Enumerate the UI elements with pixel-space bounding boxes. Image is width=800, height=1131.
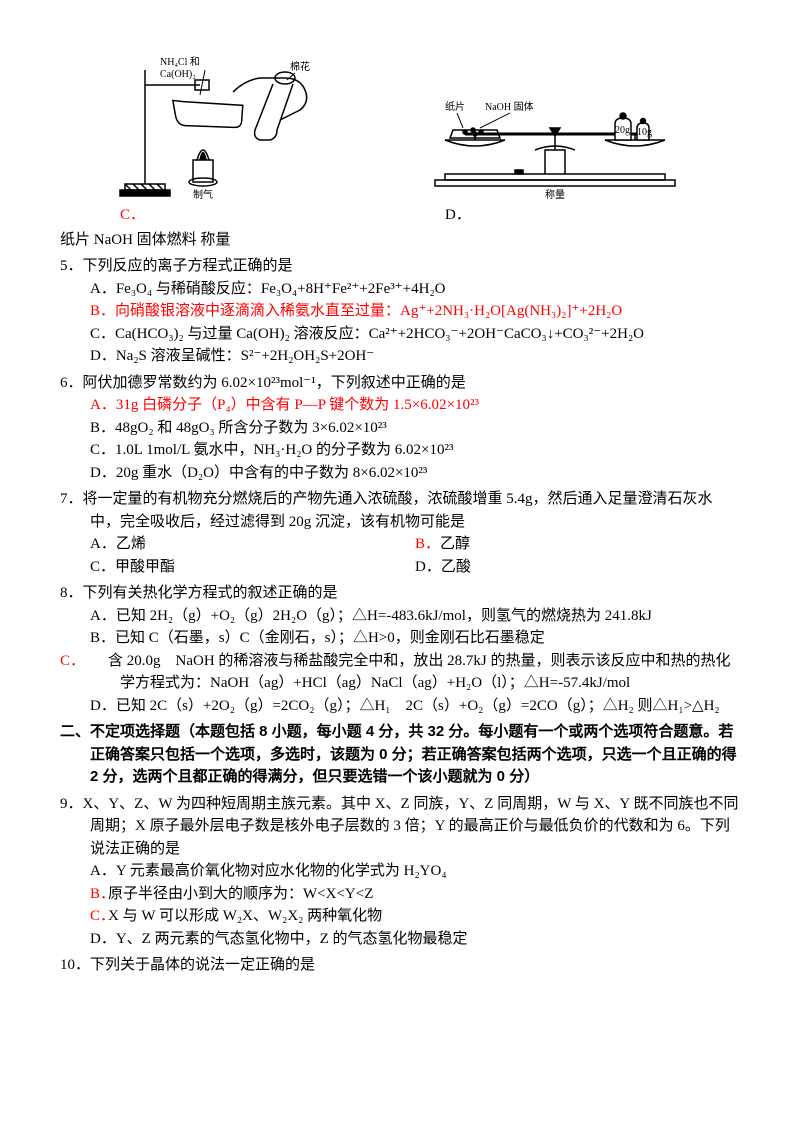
label-paper: 纸片 [445, 100, 465, 113]
question-8: 8．下列有关热化学方程式的叙述正确的是 A．已知 2H₂（g）+O₂（g）2H₂… [60, 582, 740, 717]
q8-opt-a: A．已知 2H₂（g）+O₂（g）2H₂O（g）；△H=-483.6kJ/mol… [90, 605, 740, 628]
label-caoh2: Ca(OH)₂ [160, 69, 196, 80]
q7-opt-a: A．乙烯 [90, 533, 415, 556]
question-9: 9．X、Y、Z、W 为四种短周期主族元素。其中 X、Z 同族，Y、Z 同周期，W… [60, 793, 740, 951]
label-cotton: 棉花 [290, 60, 310, 73]
q5-stem: 5．下列反应的离子方程式正确的是 [60, 255, 740, 278]
q6-opt-c: C．1.0L 1mol/L 氨水中，NH₃·H₂O 的分子数为 6.02×10²… [90, 439, 740, 462]
q5-opt-a: A．Fe₃O₄ 与稀硝酸反应：Fe₃O₄+8H⁺Fe²⁺+2Fe³⁺+4H₂O [90, 278, 740, 301]
section-2-header: 二、不定项选择题（本题包括 8 小题，每小题 4 分，共 32 分。每小题有一个… [60, 721, 740, 789]
q9-opt-a: A．Y 元素最高价氧化物对应水化物的化学式为 H₂YO₄ [90, 860, 740, 883]
q7-opt-b-letter: B． [415, 536, 440, 552]
q9-opt-b-letter: B． [90, 883, 108, 906]
q8-opt-b: B．已知 C（石墨，s）C（金刚石，s）；△H>0，则金刚石比石墨稳定 [90, 627, 740, 650]
question-6: 6．阿伏加德罗常数约为 6.02×10²³mol⁻¹，下列叙述中正确的是 A．3… [60, 372, 740, 485]
diagram-apparatus: NH₄Cl 和 Ca(OH)₂ 棉花 制气 [105, 40, 325, 200]
diagram-balance: 纸片 NaOH 固体 20g 10g 称量 [415, 70, 695, 200]
diagrams-row: NH₄Cl 和 Ca(OH)₂ 棉花 制气 [60, 40, 740, 200]
caption-left: 制气 [193, 188, 213, 200]
q9-opt-d: D．Y、Z 两元素的气态氢化物中，Z 的气态氢化物最稳定 [90, 928, 740, 951]
label-10g: 10g [637, 127, 652, 138]
q9-stem: 9．X、Y、Z、W 为四种短周期主族元素。其中 X、Z 同族，Y、Z 同周期，W… [60, 793, 740, 861]
q5-opt-d: D．Na₂S 溶液呈碱性：S²⁻+2H₂OH₂S+2OH⁻ [90, 345, 740, 368]
q6-stem: 6．阿伏加德罗常数约为 6.02×10²³mol⁻¹，下列叙述中正确的是 [60, 372, 740, 395]
option-c-letter: C． [60, 204, 415, 227]
q7-opt-b-text: 乙醇 [440, 536, 470, 552]
option-cd-row: C． D． [60, 204, 740, 227]
q9-opt-b-text: 原子半径由小到大的顺序为：W<X<Y<Z [108, 886, 373, 902]
question-10: 10．下列关于晶体的说法一定正确的是 [60, 954, 740, 977]
caption-line: 纸片 NaOH 固体燃料 称量 [60, 229, 740, 252]
question-5: 5．下列反应的离子方程式正确的是 A．Fe₃O₄ 与稀硝酸反应：Fe₃O₄+8H… [60, 255, 740, 368]
q5-opt-c: C．Ca(HCO₃)₂ 与过量 Ca(OH)₂ 溶液反应：Ca²⁺+2HCO₃⁻… [90, 323, 740, 346]
q10-stem: 10．下列关于晶体的说法一定正确的是 [60, 954, 740, 977]
q7-opt-d: D．乙酸 [415, 556, 740, 579]
q5-opt-b: B．向硝酸银溶液中逐滴滴入稀氨水直至过量：Ag⁺+2NH₃·H₂O[Ag(NH₃… [90, 300, 740, 323]
caption-right: 称量 [545, 188, 565, 200]
q7-opt-c: C．甲酸甲酯 [90, 556, 415, 579]
label-nh4cl: NH₄Cl 和 [160, 56, 200, 68]
q7-stem: 7．将一定量的有机物充分燃烧后的产物先通入浓硫酸，浓硫酸增重 5.4g，然后通入… [60, 488, 740, 533]
q6-opt-a: A．31g 白磷分子（P₄）中含有 P—P 键个数为 1.5×6.02×10²³ [90, 394, 740, 417]
label-20g: 20g [615, 125, 630, 136]
q6-opt-d: D．20g 重水（D₂O）中含有的中子数为 8×6.02×10²³ [90, 462, 740, 485]
q8-stem: 8．下列有关热化学方程式的叙述正确的是 [60, 582, 740, 605]
q9-opt-c-letter: C． [90, 905, 108, 928]
q9-opt-c-text: X 与 W 可以形成 W₂X、W₂X₂ 两种氧化物 [108, 908, 382, 924]
q6-opt-b: B．48gO₂ 和 48gO₃ 所含分子数为 3×6.02×10²³ [90, 417, 740, 440]
option-d-letter: D． [415, 204, 740, 227]
q8-opt-c-text: 含 20.0g NaOH 的稀溶液与稀盐酸完全中和，放出 28.7kJ 的热量，… [108, 653, 731, 692]
label-naoh-solid: NaOH 固体 [485, 101, 534, 113]
q8-opt-c-letter: C． [90, 650, 108, 673]
question-7: 7．将一定量的有机物充分燃烧后的产物先通入浓硫酸，浓硫酸增重 5.4g，然后通入… [60, 488, 740, 578]
q8-opt-d: D．已知 2C（s）+2O₂（g）=2CO₂（g）；△H₁ 2C（s）+O₂（g… [90, 695, 740, 718]
